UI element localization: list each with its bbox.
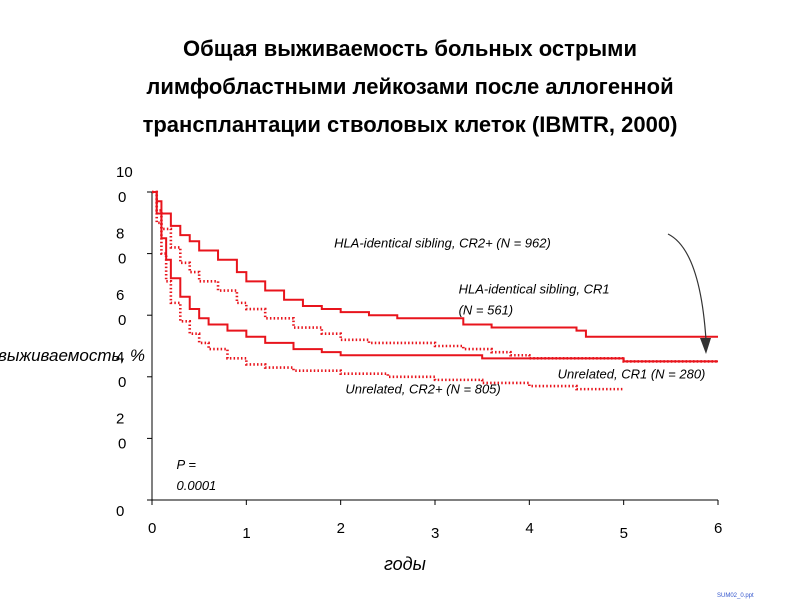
arrow-line xyxy=(667,233,707,341)
series-line-3 xyxy=(152,191,718,363)
annotation-5: P = 0.0001 xyxy=(177,457,217,493)
annotation-2: HLA-identical sibling, CR1 (N = 561) xyxy=(459,282,610,318)
footer-filename: SUM02_0.ppt xyxy=(717,593,754,599)
y-axis-label: выживаемость, % xyxy=(0,346,145,365)
axes: 0 1 2 3 4 5 6 10 0 8 0 6 0 4 0 2 0 0 xyxy=(116,164,722,542)
x-tick-label: 5 xyxy=(620,525,628,542)
series-line-1 xyxy=(152,191,718,338)
y-tick-label: 0 xyxy=(116,503,124,520)
title-line-1: Общая выживаемость больных острыми xyxy=(183,36,637,61)
x-axis-label: годы xyxy=(384,554,426,574)
x-tick-label: 6 xyxy=(714,520,722,537)
arrow-head-icon xyxy=(700,338,711,354)
annotation-3: Unrelated, CR1 (N = 280) xyxy=(558,366,706,381)
y-tick-label: 10 0 xyxy=(116,164,133,206)
x-tick-label: 3 xyxy=(431,525,439,542)
x-tick-label: 4 xyxy=(525,520,533,537)
x-tick-label: 2 xyxy=(337,520,345,537)
title-line-2: лимфобластными лейкозами после аллогенно… xyxy=(146,74,674,99)
title-line-3: трансплантации стволовых клеток (IBMTR, … xyxy=(142,112,678,137)
curve-labels: HLA-identical sibling, CR2+ (N = 962) HLA… xyxy=(177,235,706,493)
survival-curves xyxy=(152,190,718,391)
x-tick-label: 1 xyxy=(242,525,250,542)
annotation-4: Unrelated, CR2+ (N = 805) xyxy=(345,382,500,397)
x-tick-label: 0 xyxy=(148,520,156,537)
series-line-4 xyxy=(152,190,624,391)
annotation-1: HLA-identical sibling, CR2+ (N = 962) xyxy=(334,235,551,250)
chart-title: Общая выживаемость больных острыми лимфо… xyxy=(40,30,780,144)
series-line-2 xyxy=(152,190,718,363)
